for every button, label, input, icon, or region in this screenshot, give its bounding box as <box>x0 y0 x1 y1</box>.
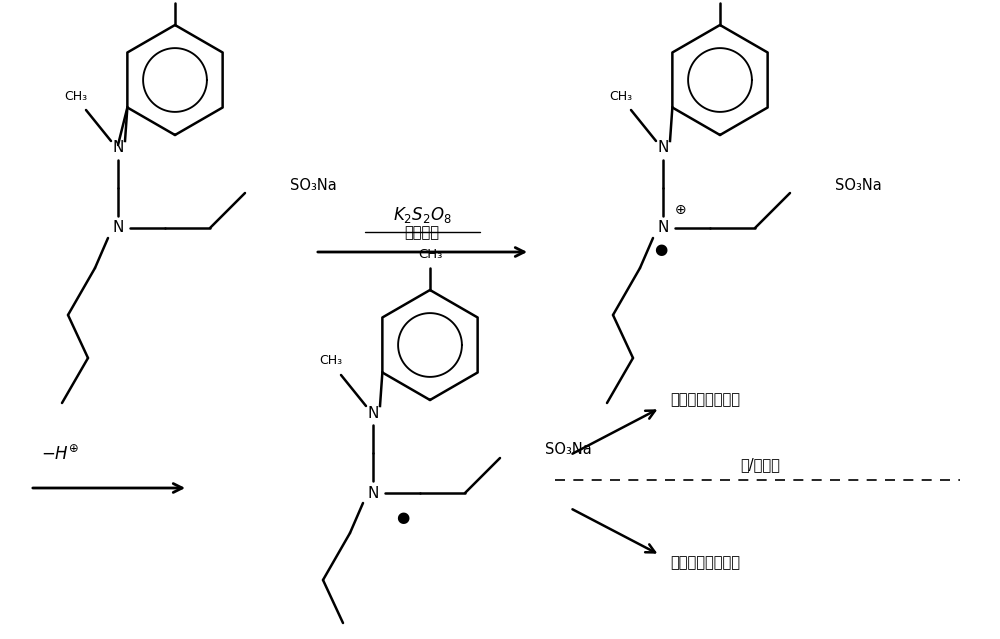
Text: N: N <box>367 486 379 500</box>
Text: 引发油相单体聚合: 引发油相单体聚合 <box>670 392 740 408</box>
Text: ●: ● <box>654 242 668 258</box>
Text: N: N <box>657 220 669 236</box>
Text: N: N <box>657 141 669 155</box>
Text: ●: ● <box>396 511 410 525</box>
Text: $K_2S_2O_8$: $K_2S_2O_8$ <box>393 205 451 225</box>
Text: CH₃: CH₃ <box>319 355 343 367</box>
Text: SO₃Na: SO₃Na <box>835 178 882 192</box>
Text: N: N <box>112 141 124 155</box>
Text: CH₃: CH₃ <box>418 249 442 261</box>
Text: N: N <box>112 220 124 236</box>
Text: SO₃Na: SO₃Na <box>290 178 337 192</box>
Text: 引发水相单体聚合: 引发水相单体聚合 <box>670 555 740 571</box>
Text: CH₃: CH₃ <box>64 89 88 102</box>
Text: CH₃: CH₃ <box>609 89 633 102</box>
Text: 油/水界面: 油/水界面 <box>740 458 780 472</box>
Text: SO₃Na: SO₃Na <box>545 442 592 458</box>
Text: （水相）: （水相） <box>404 226 440 240</box>
Text: ⊕: ⊕ <box>675 203 687 217</box>
Text: N: N <box>367 406 379 420</box>
Text: $-H^{\oplus}$: $-H^{\oplus}$ <box>41 445 79 465</box>
